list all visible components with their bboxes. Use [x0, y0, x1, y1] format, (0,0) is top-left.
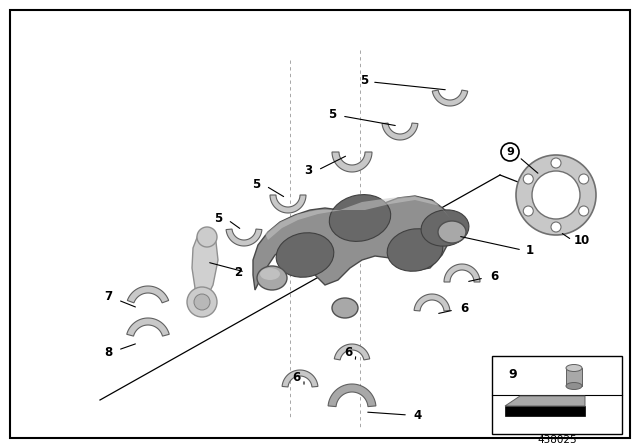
Bar — [566, 368, 582, 386]
Text: 4: 4 — [414, 409, 422, 422]
Text: 5: 5 — [360, 73, 368, 86]
Bar — [505, 406, 585, 416]
Ellipse shape — [330, 194, 390, 241]
Ellipse shape — [566, 365, 582, 371]
Polygon shape — [282, 370, 318, 387]
Text: 5: 5 — [214, 211, 222, 224]
Polygon shape — [192, 232, 218, 305]
Text: 9: 9 — [508, 367, 516, 380]
Circle shape — [551, 158, 561, 168]
Ellipse shape — [387, 229, 443, 271]
Text: 9: 9 — [506, 147, 514, 157]
Text: 3: 3 — [304, 164, 312, 177]
Circle shape — [501, 143, 519, 161]
Text: 1: 1 — [526, 244, 534, 257]
Circle shape — [579, 206, 589, 216]
Circle shape — [187, 287, 217, 317]
Polygon shape — [127, 286, 169, 303]
Polygon shape — [332, 152, 372, 172]
Text: 6: 6 — [460, 302, 468, 314]
Ellipse shape — [260, 268, 280, 280]
Circle shape — [197, 227, 217, 247]
Ellipse shape — [332, 298, 358, 318]
Text: 5: 5 — [328, 108, 336, 121]
Text: 6: 6 — [344, 345, 352, 358]
Polygon shape — [253, 196, 452, 290]
Circle shape — [194, 294, 210, 310]
Circle shape — [516, 155, 596, 235]
Polygon shape — [432, 90, 468, 106]
Polygon shape — [414, 294, 450, 311]
Text: 2: 2 — [234, 266, 242, 279]
Text: 7: 7 — [104, 289, 112, 302]
Polygon shape — [505, 396, 585, 406]
Circle shape — [532, 171, 580, 219]
Text: 8: 8 — [104, 345, 112, 358]
Text: 10: 10 — [574, 233, 590, 246]
Ellipse shape — [257, 266, 287, 290]
Polygon shape — [334, 344, 370, 360]
Text: 6: 6 — [292, 370, 300, 383]
Text: 438025: 438025 — [537, 435, 577, 445]
Circle shape — [524, 174, 533, 184]
Polygon shape — [226, 229, 262, 246]
Polygon shape — [265, 196, 450, 240]
Polygon shape — [270, 195, 306, 213]
Ellipse shape — [421, 210, 469, 246]
Text: 5: 5 — [252, 177, 260, 190]
Polygon shape — [444, 264, 480, 282]
Polygon shape — [328, 384, 376, 407]
Polygon shape — [382, 123, 418, 140]
Circle shape — [579, 174, 589, 184]
Ellipse shape — [276, 233, 334, 277]
Ellipse shape — [566, 383, 582, 389]
Circle shape — [551, 222, 561, 232]
Bar — [492, 356, 622, 434]
Text: 6: 6 — [490, 270, 498, 283]
Ellipse shape — [438, 221, 466, 243]
Circle shape — [524, 206, 533, 216]
Polygon shape — [127, 318, 169, 336]
